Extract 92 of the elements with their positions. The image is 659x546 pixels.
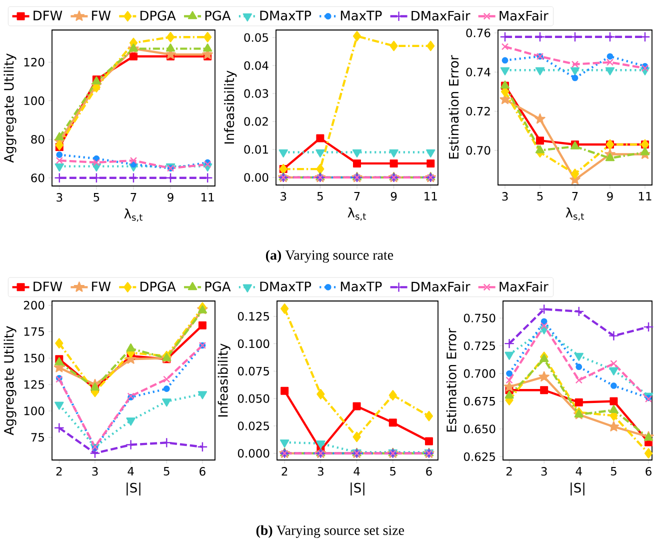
x-tick-label: 9 — [168, 193, 174, 202]
x-tick-label: 3 — [502, 192, 508, 201]
x-axis-title: |S| — [126, 482, 140, 496]
y-tick-label: 150 — [24, 354, 44, 362]
x-tick-label: 11 — [424, 192, 437, 200]
x-axis-title: |S| — [570, 482, 584, 496]
x-tick-label: 5 — [94, 193, 100, 202]
x-tick-label: 2 — [506, 467, 512, 476]
x-tick-label: 5 — [537, 192, 543, 201]
y-tick-label: 0.700 — [464, 369, 496, 378]
legend-label: DFW — [34, 10, 62, 20]
x-tick-label: 2 — [282, 467, 288, 476]
y-tick-label: 80 — [31, 135, 44, 144]
x-tick-label: 11 — [202, 193, 214, 202]
y-tick-label: 125 — [24, 380, 44, 389]
y-tick-label: 0.03 — [244, 89, 268, 98]
y-tick-label: 0.000 — [238, 448, 270, 458]
legend-label: DPGA — [140, 282, 176, 292]
x-tick-label: 2 — [56, 467, 62, 476]
y-tick-label: 100 — [24, 406, 44, 416]
legend-label: DMaxTP — [260, 282, 312, 292]
x-tick-label: 3 — [318, 467, 324, 476]
y-tick-label: 0.075 — [238, 366, 269, 376]
x-tick-label: 4 — [128, 467, 134, 476]
x-tick-label: 11 — [638, 192, 652, 200]
y-tick-label: 175 — [24, 327, 44, 336]
y-tick-label: 0.725 — [464, 341, 495, 350]
y-tick-label: 200 — [24, 300, 44, 310]
y-axis-title: Aggregate Utility — [4, 326, 16, 436]
y-tick-label: 0.76 — [466, 28, 490, 38]
y-tick-label: 0.675 — [464, 396, 495, 406]
x-tick-label: 9 — [607, 192, 613, 201]
legend-label: MaxTP — [340, 282, 382, 292]
y-tick-label: 0.01 — [244, 145, 268, 154]
y-tick-label: 0.00 — [244, 173, 268, 182]
legend-label: MaxFair — [500, 282, 548, 292]
y-axis-title: Infeasibility — [224, 70, 237, 144]
y-tick-label: 0.02 — [244, 117, 268, 126]
x-axis-title: λ$_{s,t}$ — [124, 208, 142, 222]
legend-label: PGA — [205, 282, 231, 292]
y-tick-label: 0.04 — [244, 61, 268, 70]
y-tick-label: 0.750 — [464, 314, 496, 322]
x-tick-label: 6 — [646, 467, 652, 476]
x-tick-label: 7 — [572, 192, 578, 200]
y-tick-label: 100 — [24, 96, 44, 106]
x-tick-label: 5 — [317, 192, 323, 201]
x-tick-label: 4 — [354, 467, 360, 476]
y-tick-label: 0.625 — [464, 452, 495, 461]
x-tick-label: 5 — [164, 467, 170, 476]
y-tick-label: 0.100 — [238, 339, 270, 348]
y-tick-label: 0.125 — [238, 312, 269, 321]
y-tick-label: 75 — [31, 433, 44, 442]
legend-label: FW — [92, 10, 111, 20]
y-axis-title: Estimation Error — [446, 328, 456, 432]
x-axis-title: λ$_{s,t}$ — [348, 208, 366, 221]
legend-label: MaxTP — [340, 10, 382, 20]
y-axis-title: Aggregate Utility — [4, 54, 16, 163]
legend-label: MaxFair — [500, 10, 548, 21]
text: (b) Varying source set size — [256, 525, 404, 538]
y-tick-label: 0.72 — [466, 106, 490, 116]
y-tick-label: 0.05 — [244, 33, 268, 42]
x-tick-label: 3 — [92, 467, 98, 476]
x-tick-label: 9 — [390, 192, 397, 201]
y-tick-label: 120 — [24, 58, 44, 67]
x-tick-label: 5 — [390, 467, 396, 476]
y-tick-label: 0.74 — [466, 68, 490, 76]
x-tick-label: 3 — [541, 467, 547, 476]
x-axis-title: λ$_{s,t}$ — [566, 208, 584, 221]
y-axis-title: Infeasibility — [218, 344, 230, 417]
legend-label: DMaxTP — [260, 10, 312, 20]
x-tick-label: 4 — [576, 467, 582, 476]
y-tick-label: 0.025 — [238, 422, 269, 430]
y-tick-label: 60 — [31, 174, 44, 182]
x-tick-label: 6 — [200, 467, 206, 476]
text: (a) Varying source rate — [266, 250, 394, 263]
x-tick-label: 5 — [610, 467, 616, 476]
y-tick-label: 0.70 — [466, 146, 490, 155]
x-tick-label: 3 — [280, 192, 286, 201]
legend-label: DPGA — [140, 10, 176, 20]
legend-label: DMaxFair — [412, 10, 470, 21]
x-axis-title: |S| — [350, 482, 364, 496]
y-tick-label: 0.650 — [464, 424, 496, 434]
legend-label: DFW — [34, 282, 62, 292]
x-tick-label: 3 — [56, 193, 62, 202]
x-tick-label: 7 — [354, 192, 360, 200]
legend-label: DMaxFair — [412, 282, 470, 292]
legend-label: FW — [92, 282, 111, 292]
legend-label: PGA — [205, 10, 231, 20]
y-axis-title: Estimation Error — [448, 55, 459, 159]
x-tick-label: 7 — [130, 193, 136, 202]
x-tick-label: 6 — [426, 467, 432, 476]
y-tick-label: 0.050 — [238, 394, 270, 403]
